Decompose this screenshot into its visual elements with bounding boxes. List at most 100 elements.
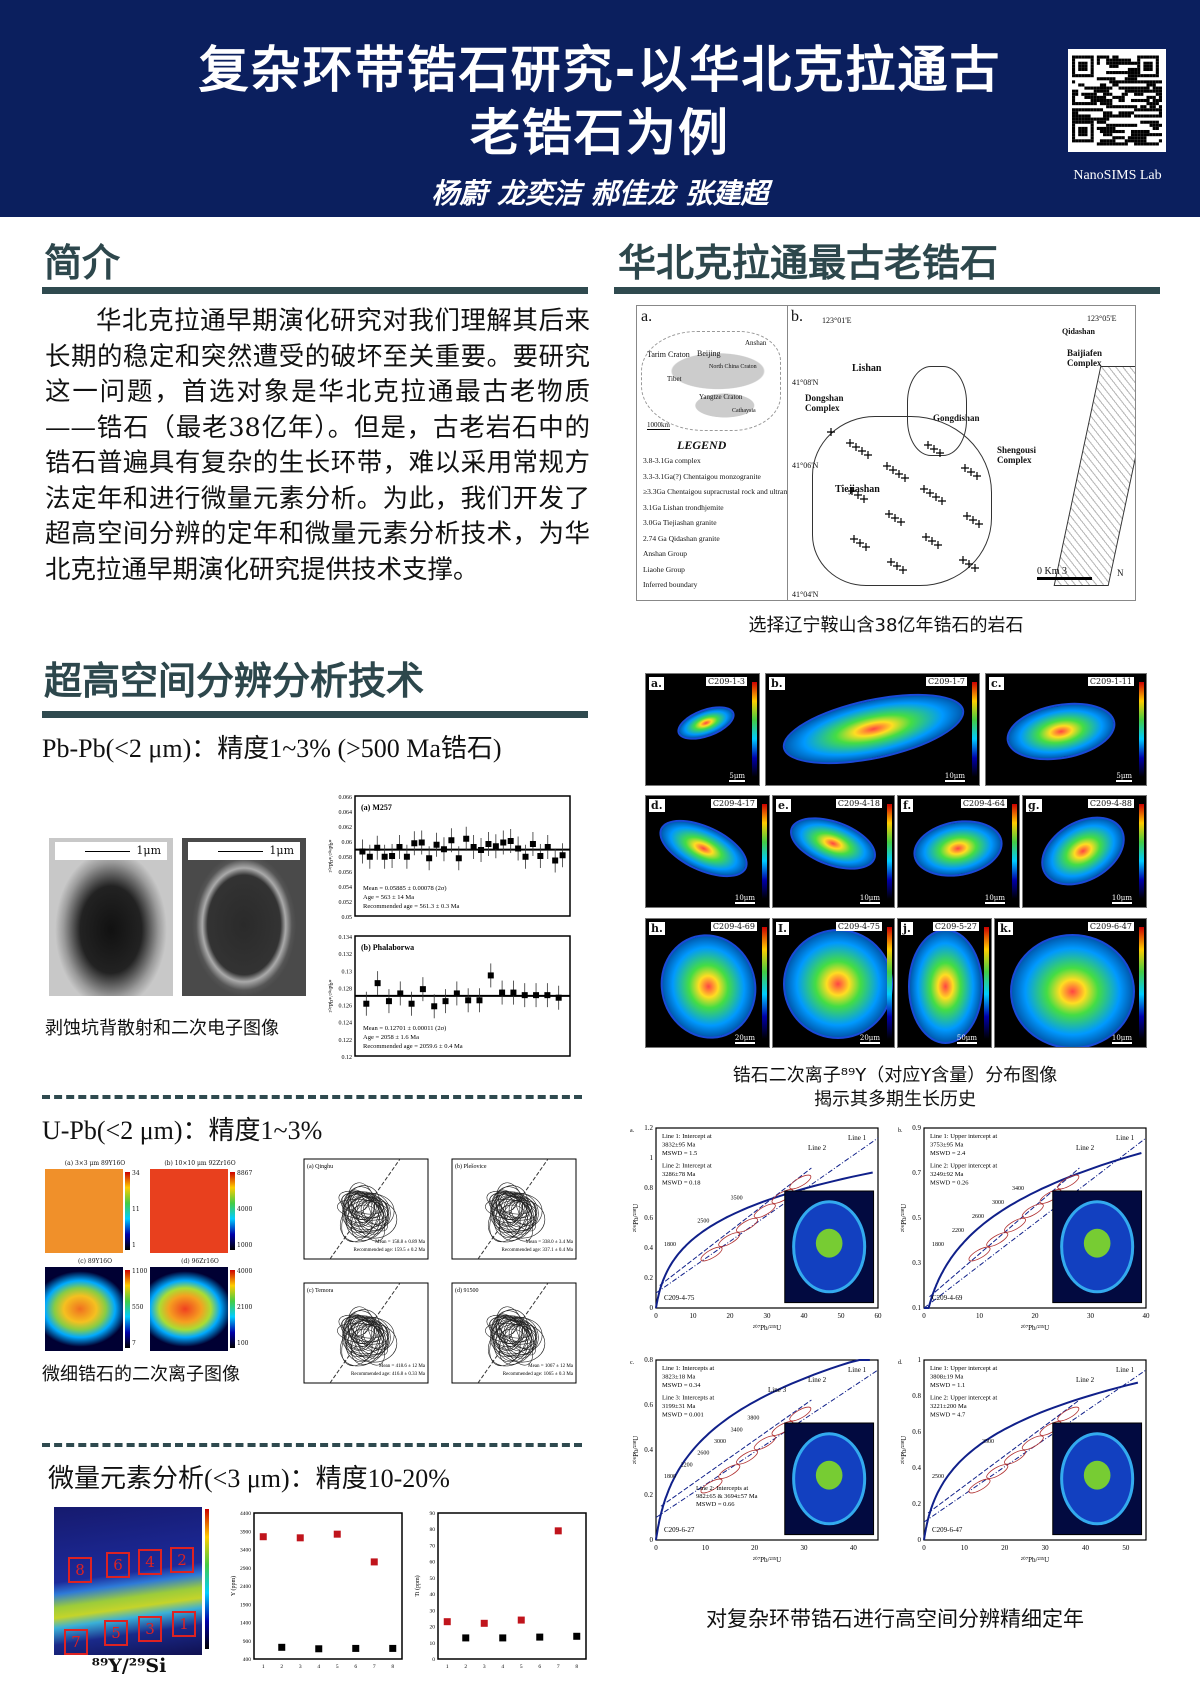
ion-map-image: [150, 1267, 228, 1351]
y-tick-label: 1: [918, 1356, 922, 1364]
age-label: 1800: [664, 1242, 676, 1248]
panel-divider: [787, 306, 788, 600]
color-bar: [752, 682, 757, 777]
chart-title: (b) Phalaborwa: [361, 943, 414, 952]
x-tick-label: 20: [1032, 1312, 1040, 1320]
y-map-label: ⁸⁹Y/²⁹Si: [91, 1655, 167, 1677]
y-tick-label: 0.132: [339, 952, 353, 958]
zircon-grain: [1029, 802, 1137, 900]
ion-map-image: [150, 1169, 228, 1253]
legend-item: Anshan Group: [643, 549, 687, 558]
error-ellipse: [700, 1246, 723, 1262]
annotation: Mean = 0.12701 ± 0.00011 (2σ): [363, 1025, 446, 1032]
y-tick-label: 0.128: [339, 986, 353, 992]
data-point: [573, 1632, 581, 1640]
data-point: [544, 992, 551, 999]
concordia-plot: d. 0 10 20 30 40 50 0 0.2 0.4 0.6 0.8 1 ²⁰⁷Pb/²³⁵U ²⁰⁶…: [898, 1356, 1147, 1564]
pbpb-chart-phalaborwa: 0.12 0.122 0.124 0.126 0.128 0.13 0.132 0.134 ²⁰…: [328, 935, 571, 1061]
y-tick-label: 60: [430, 1560, 436, 1566]
place-label: Anshan: [745, 339, 767, 347]
age-label: 3500: [982, 1439, 994, 1445]
zircon-grain: [673, 699, 739, 747]
y-tick-label: 1: [650, 1154, 654, 1162]
intercept-text: MSWD = 2.4: [930, 1150, 966, 1157]
data-point: [522, 853, 529, 860]
scale-bar: 10μm: [1111, 1034, 1132, 1044]
place-label: Cathaysia: [732, 408, 756, 414]
y-tick-label: 0.6: [644, 1401, 653, 1409]
y-tick-label: 80: [430, 1527, 436, 1533]
y-tick-label: 2900: [240, 1566, 251, 1572]
color-bar-label: 100: [237, 1340, 249, 1347]
plot-frame: [253, 1512, 403, 1660]
y-tick-label: 0.4: [644, 1244, 653, 1252]
upb-title: U-Pb(<2 μm)：精度1~3%: [42, 1116, 323, 1145]
coordinate-label: 123°01'E: [822, 316, 852, 325]
scale-label: 1μm: [136, 844, 161, 857]
y-axis-label: Y (ppm): [230, 1576, 237, 1596]
zircon-grain: [650, 808, 757, 889]
data-point: [492, 843, 499, 850]
intercept-text: 3286±78 Ma: [662, 1171, 695, 1178]
y-image-panel: d. C209-4-17 10μm: [645, 795, 770, 908]
x-axis-label: ²⁰⁷Pb/²³⁵U: [1021, 1556, 1049, 1564]
data-point: [374, 844, 381, 851]
discordia-line: [655, 1369, 879, 1518]
scale-bar: 10μm: [859, 894, 880, 904]
mean-text: Mean = 338.0 ± 3.4 Ma: [526, 1240, 574, 1245]
place-label: Baijiafen Complex: [1067, 348, 1102, 368]
intercept-text: 3249±92 Ma: [930, 1171, 963, 1178]
y-distribution-images: a. C209-1-3 5μm b. C209-1-7 10μm c. C209-1-11 5μ…: [645, 673, 1147, 1053]
dating-caption: 对复杂环带锆石进行高空间分辨精细定年: [706, 1607, 1084, 1631]
coordinate-label: 41°04'N: [792, 590, 819, 599]
poster-title-line2: 老锆石为例: [470, 104, 730, 162]
x-tick-label: 50: [1122, 1544, 1130, 1552]
geological-map: a. b. 1000km LEGEND 3.8-3.1Ga complex 3.3-3.1…: [636, 305, 1136, 601]
data-point: [374, 980, 381, 987]
mean-text: Mean = 418.6 ± 12 Ma: [379, 1364, 426, 1369]
annotation: Mean = 0.05885 ± 0.00078 (2σ): [363, 885, 447, 892]
error-ellipse: [789, 1406, 812, 1422]
data-point: [521, 992, 528, 999]
panel-letter: a.: [630, 1128, 635, 1134]
qr-code-icon: [1068, 49, 1166, 152]
data-point: [443, 1618, 451, 1626]
age-label: 3500: [731, 1195, 743, 1201]
x-tick-label: 4: [317, 1664, 320, 1670]
x-tick-label: 6: [354, 1664, 357, 1670]
age-label: 2600: [697, 1451, 709, 1457]
x-tick-label: 10: [690, 1312, 698, 1320]
x-tick-label: 20: [727, 1312, 735, 1320]
divider: [42, 711, 588, 718]
place-label: Dongshan Complex: [805, 393, 844, 413]
panel-letter: g.: [1026, 799, 1042, 812]
legend-item: ≥3.3Ga Chentaigou supracrustal rock and …: [643, 487, 787, 496]
color-bar-label: 550: [132, 1304, 144, 1311]
y-tick-label: 0.056: [339, 870, 353, 876]
y-caption-line1: 锆石二次离子⁸⁹Y（对应Y含量）分布图像: [732, 1065, 1058, 1086]
line-label: Line 2: [1076, 1376, 1095, 1384]
scale-bar: 5μm: [729, 772, 745, 782]
error-ellipse: [736, 1217, 759, 1233]
x-tick-label: 50: [838, 1312, 846, 1320]
age-label: 3400: [731, 1427, 743, 1433]
data-point: [478, 847, 485, 853]
inset-zircon-core: [1083, 1460, 1111, 1490]
y-tick-label: 900: [243, 1639, 252, 1645]
x-axis-label: ²⁰⁷Pb/²³⁵U: [1021, 1324, 1049, 1332]
intercept-text: 3823±18 Ma: [662, 1374, 695, 1381]
sample-id: C209-4-69: [710, 922, 757, 931]
x-tick-label: 30: [801, 1544, 809, 1552]
age-label: 3800: [747, 1416, 759, 1422]
error-ellipse: [718, 1464, 741, 1479]
legend-item: Inferred boundary: [643, 580, 698, 589]
intro-heading: 简介: [44, 241, 121, 285]
recommended-text: Recommended age: 337.1 ± 0.4 Ma: [502, 1248, 574, 1253]
annotation: Age = 563 ± 14 Ma: [363, 894, 414, 901]
y-tick-label: 1900: [240, 1602, 251, 1608]
place-label: Tarim Craton: [647, 350, 690, 359]
poster-header: 复杂环带锆石研究-以华北克拉通古 老锆石为例 杨蔚 龙奕洁 郝佳龙 张建超 Na…: [0, 0, 1200, 217]
data-point: [500, 839, 507, 846]
intercept-text: MSWD = 0.26: [930, 1180, 969, 1187]
error-ellipse: [1021, 1203, 1044, 1219]
